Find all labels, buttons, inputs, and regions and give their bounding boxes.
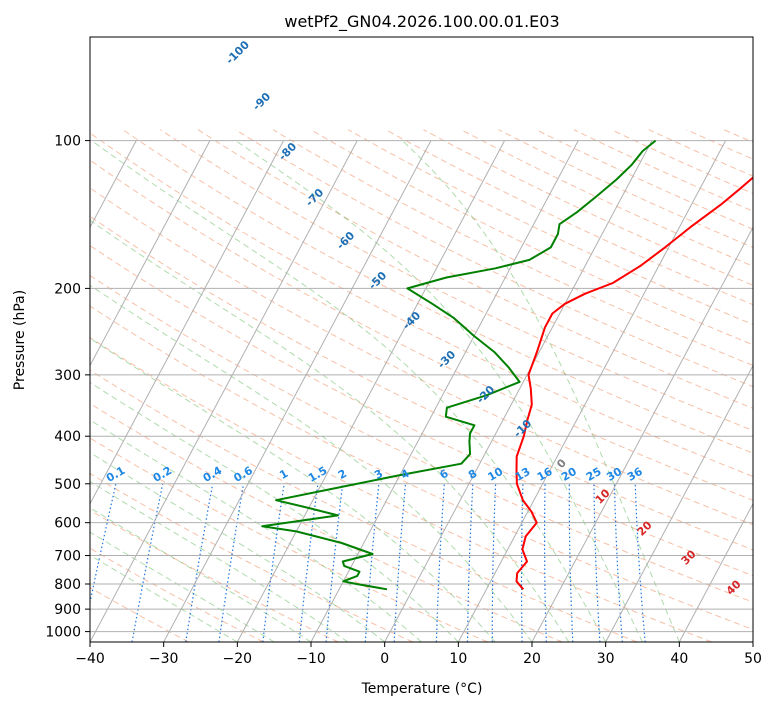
moist-adiabat-line — [90, 381, 459, 642]
moist-adiabat-line — [90, 480, 349, 642]
dry-adiabat-line — [90, 215, 753, 551]
chart-title: wetPf2_GN04.2026.100.00.01.E03 — [284, 12, 559, 32]
dry-adiabat-line — [90, 337, 712, 642]
moist-adiabat-line — [235, 140, 643, 642]
dry-adiabat-line — [122, 129, 753, 454]
mixing-ratio-line — [325, 483, 344, 642]
mixing-ratio-line — [520, 483, 524, 642]
mixing-ratio-line — [262, 483, 285, 642]
moist-adiabat-line — [90, 419, 422, 642]
dry-adiabat-line — [197, 129, 753, 409]
x-tick-label: −20 — [223, 651, 253, 667]
isotherm-line — [90, 140, 137, 229]
isotherm-line — [605, 364, 753, 642]
mixing-ratio-line — [568, 483, 574, 642]
y-tick-label: 200 — [54, 281, 81, 297]
mixing-ratio-line — [466, 483, 474, 642]
moist-adiabat-line — [90, 531, 275, 642]
mixing-ratio-line — [298, 483, 319, 642]
dry-adiabat-line — [90, 472, 414, 642]
x-tick-label: −30 — [149, 651, 179, 667]
isobar-grid — [90, 140, 753, 633]
moist-adiabat-line — [90, 554, 238, 642]
dry-adiabat-line — [90, 587, 190, 642]
isotherm-line — [457, 140, 727, 642]
dry-adiabat-line — [235, 129, 753, 388]
moist-adiabat-line — [90, 507, 312, 642]
plot-frame — [89, 36, 754, 643]
dry-adiabat-line — [90, 244, 753, 577]
dry-adiabat-line — [90, 437, 488, 642]
moist-adiabat-line — [90, 219, 570, 642]
isotherm-line — [90, 140, 358, 642]
y-tick-label: 1000 — [45, 625, 81, 641]
isotherm-line — [236, 140, 506, 642]
x-tick-label: 20 — [523, 651, 541, 667]
mixing-ratio-line — [218, 483, 245, 642]
x-tick-label: −40 — [75, 651, 105, 667]
x-tick-label: 50 — [744, 651, 762, 667]
moist-adiabat-line — [90, 337, 496, 642]
mixing-ratio-line — [185, 483, 214, 642]
y-tick-label: 600 — [54, 516, 81, 532]
profile-series — [261, 139, 753, 591]
isotherm-line — [678, 502, 753, 642]
x-tick-label: 30 — [597, 651, 615, 667]
dry-adiabat-line — [90, 132, 753, 478]
mixing-ratio-line — [364, 483, 380, 642]
y-tick-label: 900 — [54, 602, 81, 618]
isotherm-line — [90, 140, 211, 367]
y-axis: 100 200 300 400 500 600 700 800 900 1000 — [45, 134, 90, 641]
x-tick-label: 0 — [380, 651, 389, 667]
y-tick-label: 500 — [54, 477, 81, 493]
y-tick-label: 800 — [54, 577, 81, 593]
x-axis-title: Temperature (°C) — [361, 681, 483, 697]
mixing-ratio-line — [435, 483, 445, 642]
x-tick-label: 40 — [670, 651, 688, 667]
y-tick-label: 100 — [54, 134, 81, 150]
temperature-profile-line — [515, 176, 753, 590]
isotherm-line — [163, 140, 432, 642]
dry-adiabat-line — [310, 129, 753, 346]
y-tick-label: 400 — [54, 429, 81, 445]
isotherm-line — [531, 226, 753, 642]
mixing-ratio-line — [613, 483, 623, 642]
mixing-ratio-line — [593, 483, 601, 642]
dewpoint-profile-line — [261, 139, 657, 591]
isotherm-line — [384, 140, 653, 642]
moist-adiabat-line — [90, 451, 386, 642]
mixing-ratio-line — [544, 483, 547, 642]
dry-adiabat-line — [90, 369, 638, 642]
y-tick-label: 700 — [54, 549, 81, 565]
y-tick-label: 300 — [54, 368, 81, 384]
moist-adiabats — [90, 140, 680, 642]
isotherm-grid — [90, 140, 753, 642]
isotherm-line — [90, 140, 285, 505]
y-axis-title: Pressure (hPa) — [12, 290, 28, 390]
dry-adiabat-line — [90, 274, 753, 603]
x-axis: −40 −30 −20 −10 0 10 20 30 40 50 — [75, 642, 762, 667]
dry-adiabat-line — [90, 187, 753, 526]
mixing-ratio-line — [90, 483, 117, 606]
x-tick-label: 10 — [449, 651, 467, 667]
mixing-ratio-line — [393, 483, 407, 642]
x-tick-label: −10 — [296, 651, 326, 667]
